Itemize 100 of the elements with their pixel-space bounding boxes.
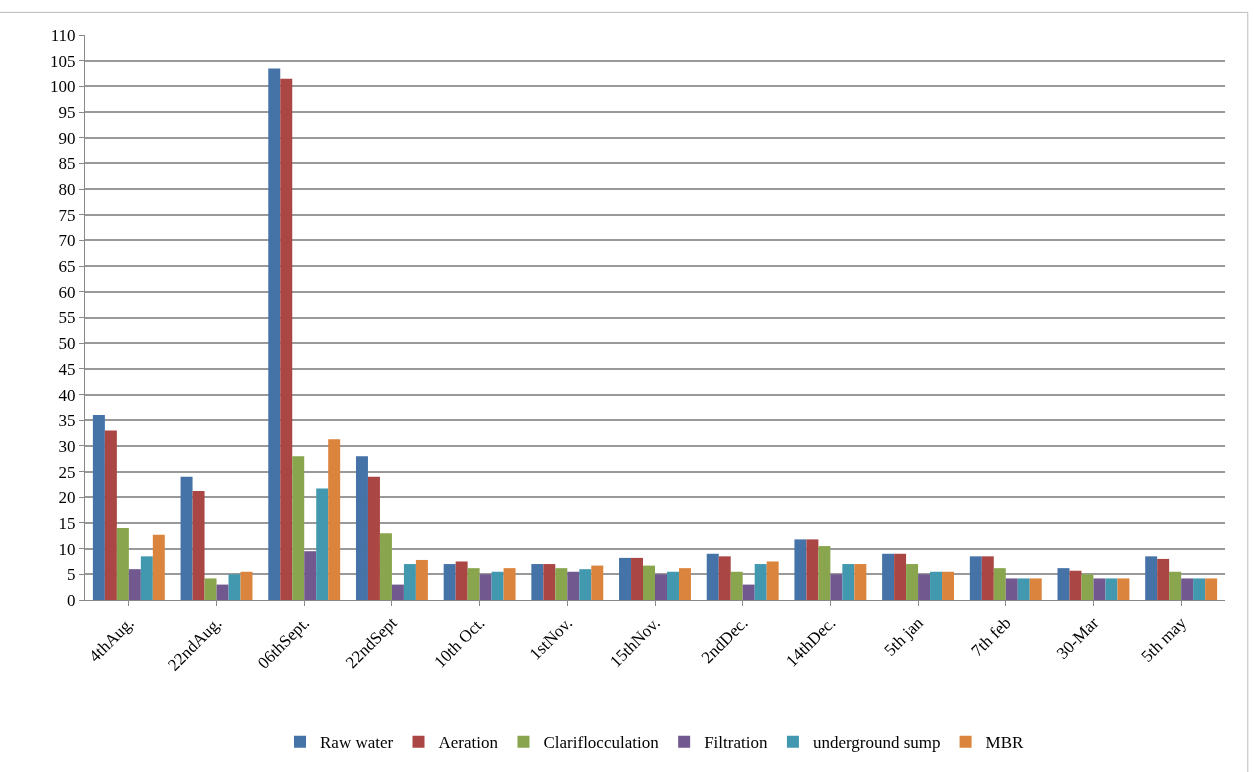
bar: [1193, 578, 1206, 600]
bar: [491, 571, 504, 600]
bar: [328, 439, 341, 600]
y-tick-label: 25: [58, 462, 76, 482]
bar: [280, 78, 293, 600]
y-tick-label: 30: [58, 436, 76, 456]
bar: [1057, 568, 1070, 600]
y-tick-label: 60: [58, 282, 76, 302]
x-tick-label: 5th jan: [880, 612, 928, 660]
bar: [304, 551, 317, 600]
bar: [969, 556, 982, 600]
bar: [742, 584, 755, 600]
bar: [854, 564, 867, 600]
bar: [882, 553, 895, 600]
bar: [993, 568, 1006, 600]
bar: [655, 574, 667, 600]
bar: [92, 415, 105, 600]
y-tick-label: 45: [58, 359, 76, 379]
bar: [240, 571, 253, 600]
legend-label: Clariflocculation: [543, 733, 660, 753]
bar: [706, 553, 719, 600]
bar: [730, 571, 743, 600]
bar: [268, 68, 281, 600]
bar: [666, 571, 679, 600]
bar: [842, 564, 855, 600]
bar: [1029, 578, 1042, 600]
bar: [543, 564, 556, 600]
bar: [355, 456, 368, 600]
legend-label: Raw water: [320, 733, 394, 753]
bar: [567, 571, 580, 600]
bar: [1145, 556, 1158, 600]
y-tick-label: 40: [58, 385, 76, 405]
bar: [981, 556, 994, 600]
bar: [579, 569, 592, 600]
bar: [379, 533, 392, 600]
y-tick-label: 95: [58, 103, 76, 122]
bar: [180, 476, 193, 600]
y-tick-label: 50: [58, 334, 76, 354]
legend-label: MBR: [985, 733, 1025, 753]
legend-label: Filtration: [704, 733, 768, 753]
bar: [467, 568, 480, 600]
bar: [104, 430, 117, 600]
bar: [1205, 578, 1218, 600]
bar: [678, 568, 691, 600]
bar: [128, 569, 141, 600]
y-tick-label: 70: [58, 231, 76, 251]
bar: [292, 456, 305, 600]
bar: [455, 561, 468, 600]
bar: [631, 557, 644, 600]
bar: [942, 571, 955, 600]
bar: [415, 559, 428, 600]
y-tick-label: 80: [58, 180, 76, 200]
x-tick-label: 5th may: [1137, 612, 1191, 666]
y-tick-label: 0: [67, 590, 76, 610]
bar: [1069, 570, 1082, 600]
bar: [1017, 578, 1030, 600]
bar: [503, 568, 516, 600]
bar: [754, 564, 767, 600]
y-tick-label: 20: [58, 488, 76, 508]
bar: [930, 571, 943, 600]
y-tick-label: 55: [58, 308, 76, 328]
bar: [1157, 558, 1170, 600]
x-tick-label: 7th feb: [967, 613, 1015, 661]
bar: [591, 565, 604, 600]
bar: [794, 539, 807, 600]
bar: [403, 564, 416, 600]
y-tick-label: 5: [67, 565, 76, 585]
y-tick-label: 100: [50, 77, 76, 97]
bar: [830, 574, 843, 600]
y-tick-label: 105: [50, 51, 76, 71]
y-tick-label: 15: [58, 513, 76, 533]
bar: [316, 488, 329, 600]
y-tick-label: 75: [58, 205, 76, 225]
bar: [1169, 571, 1182, 600]
bar: [1081, 574, 1094, 600]
bar: [1105, 578, 1118, 600]
bar: [391, 584, 404, 600]
bar: [818, 546, 831, 600]
bar: [443, 564, 456, 600]
y-tick-label: 90: [58, 128, 76, 148]
bar: [140, 556, 153, 600]
legend-label: underground sump: [812, 733, 941, 753]
bar: [894, 553, 907, 600]
y-tick-label: 10: [58, 539, 76, 559]
bar: [1181, 578, 1194, 600]
bar: [204, 578, 217, 600]
bar: [367, 476, 380, 600]
y-tick-label: 85: [58, 154, 76, 174]
bar: [1093, 578, 1106, 600]
y-tick-label: 65: [58, 257, 76, 277]
bar: [718, 556, 731, 600]
bar: [918, 574, 931, 600]
legend-label: Aeration: [438, 733, 499, 753]
bar: [806, 539, 819, 600]
bar: [619, 557, 632, 600]
bar: [1117, 578, 1130, 600]
bar: [643, 565, 655, 600]
bar: [152, 534, 165, 600]
bar: [216, 584, 229, 600]
bar: [766, 561, 779, 600]
